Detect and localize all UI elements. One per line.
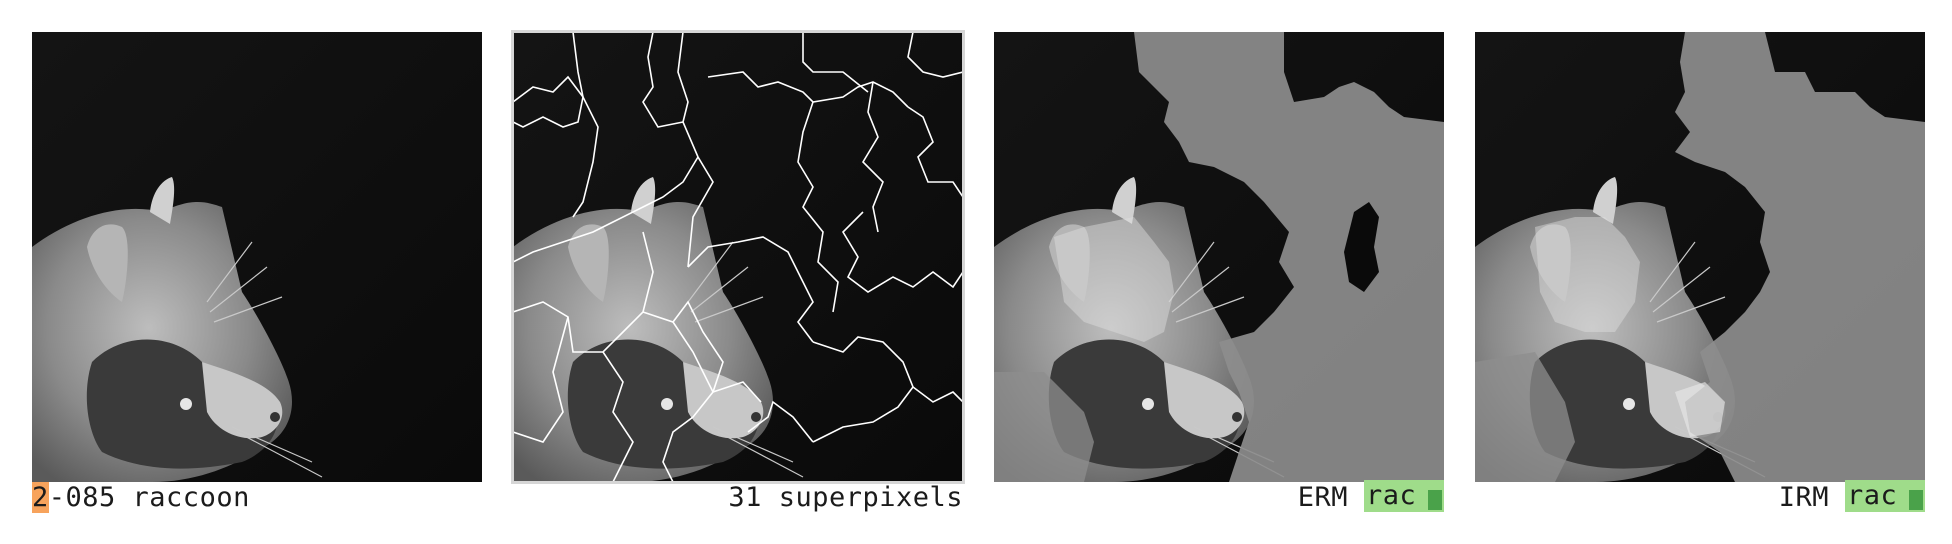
superpixel-count-caption: 31 superpixels <box>728 482 963 513</box>
erm-confidence-bar <box>1428 490 1442 510</box>
explanation-mask-erm <box>994 32 1444 482</box>
superpixel-overlay <box>513 32 963 482</box>
irm-prediction-label: rac <box>1847 480 1898 511</box>
superpixel-panel <box>511 30 965 484</box>
image-id-text: -085 raccoon <box>48 482 250 513</box>
irm-confidence-bar <box>1909 490 1923 510</box>
erm-prediction-label: rac <box>1366 480 1417 511</box>
explanation-mask-irm <box>1475 32 1925 482</box>
irm-prediction-badge: rac <box>1845 480 1925 512</box>
raccoon-image <box>32 32 482 482</box>
image-id-highlight: 2 <box>32 482 49 513</box>
raccoon-image-panel <box>32 32 482 482</box>
irm-method-label: IRM <box>1778 482 1829 513</box>
irm-caption: IRM rac <box>1475 480 1925 516</box>
irm-mask-panel <box>1475 32 1925 482</box>
erm-prediction-badge: rac <box>1364 480 1444 512</box>
erm-method-label: ERM <box>1297 482 1348 513</box>
superpixel-boundaries <box>513 32 963 482</box>
image-id-caption: 2-085 raccoon <box>32 480 250 516</box>
erm-mask-panel <box>994 32 1444 482</box>
erm-caption: ERM rac <box>994 480 1444 516</box>
